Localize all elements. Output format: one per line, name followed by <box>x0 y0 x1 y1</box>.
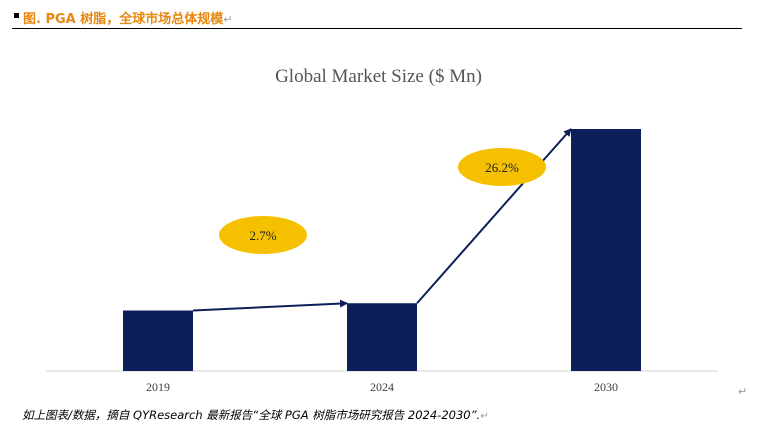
return-mark-icon: ↵ <box>480 411 489 422</box>
x-tick-label: 2024 <box>370 380 394 394</box>
cagr-bubble <box>458 148 546 186</box>
bar-2019 <box>123 310 193 371</box>
figure-header: 图. PGA 树脂，全球市场总体规模↵ <box>12 6 742 29</box>
growth-arrow <box>416 128 572 304</box>
return-mark-icon: ↵ <box>738 385 748 398</box>
source-footnote-text: 如上图表/数据，摘自 QYResearch 最新报告“全球 PGA 树脂市场研究… <box>22 408 481 422</box>
return-mark-icon: ↵ <box>223 13 233 26</box>
growth-arrow <box>192 299 348 312</box>
figure-caption: 图. PGA 树脂，全球市场总体规模↵ <box>23 8 232 27</box>
cagr-label: 26.2% <box>485 160 519 175</box>
bar-2030 <box>571 129 641 371</box>
cagr-bubble <box>219 216 307 254</box>
chart-title: Global Market Size ($ Mn) <box>275 66 482 87</box>
x-tick-label: 2019 <box>146 380 170 394</box>
source-footnote: 如上图表/数据，摘自 QYResearch 最新报告“全球 PGA 树脂市场研究… <box>22 407 489 423</box>
bar-2024 <box>347 303 417 371</box>
cagr-label: 2.7% <box>249 228 276 243</box>
bullet-icon <box>14 13 19 18</box>
figure-caption-text: 图. PGA 树脂，全球市场总体规模 <box>23 12 224 27</box>
x-tick-label: 2030 <box>594 380 618 394</box>
